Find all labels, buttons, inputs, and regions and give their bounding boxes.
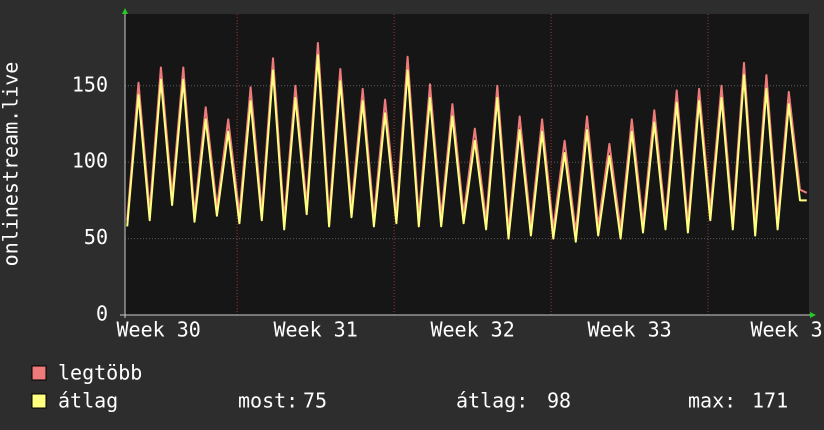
stat-label: most:: [238, 389, 298, 413]
lines: [126, 42, 808, 243]
stat-label: átlag:: [456, 389, 528, 413]
y-tick-label: 0: [96, 302, 108, 326]
legend: legtöbb átlag most: 75 átlag: 98 max: 171: [31, 361, 788, 413]
stat-value: 98: [547, 389, 571, 413]
plot-area: [125, 14, 809, 315]
series-line: [126, 54, 807, 243]
stat-label: max:: [688, 389, 736, 413]
x-tick-label: Week 3: [750, 318, 822, 342]
x-tick-label: Week 33: [587, 318, 671, 342]
stat-value: 171: [752, 389, 788, 413]
labels: 0 50 100 150 Week 30 Week 31 Week 32 Week 33 Wee…: [72, 72, 823, 341]
y-axis-label: onlinestream.live: [0, 62, 23, 267]
legend-label: legtöbb: [58, 361, 142, 385]
x-arrow: [810, 312, 816, 318]
y-tick-label: 150: [72, 72, 108, 96]
legend-label: átlag: [58, 389, 118, 413]
y-arrow: [122, 8, 128, 14]
stat-value: 75: [303, 389, 327, 413]
y-tick-label: 100: [72, 149, 108, 173]
legend-swatch: [31, 393, 47, 409]
x-tick-label: Week 31: [273, 318, 357, 342]
x-tick-label: Week 32: [430, 318, 514, 342]
x-tick-label: Week 30: [116, 318, 200, 342]
y-tick-label: 50: [84, 225, 108, 249]
legend-swatch: [31, 365, 47, 381]
